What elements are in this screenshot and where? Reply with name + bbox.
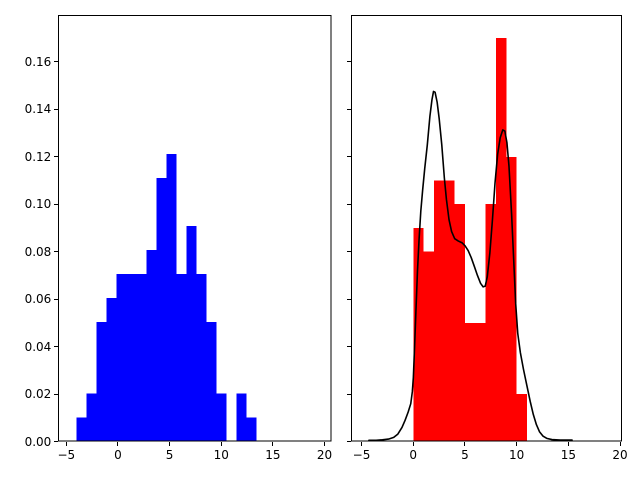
y-tick: [346, 251, 351, 253]
x-tick-label: 0: [114, 447, 122, 462]
x-tick-label: −5: [352, 447, 371, 462]
y-tick: [346, 203, 351, 205]
x-tick-label: 5: [165, 447, 174, 462]
y-tick: [54, 441, 59, 443]
hist-bar: [516, 394, 527, 442]
x-tick-label: 5: [461, 447, 469, 462]
y-tick-label: 0.02: [24, 387, 52, 402]
hist-bar: [475, 322, 486, 442]
x-tick-label: 20: [316, 447, 333, 462]
y-tick: [54, 346, 59, 348]
hist-bar: [116, 273, 127, 442]
y-tick-label: 0.10: [24, 197, 52, 212]
y-tick-label: 0.00: [24, 434, 52, 449]
hist-bar: [444, 180, 455, 442]
x-tick: [567, 441, 569, 446]
x-tick-label: 10: [508, 447, 525, 462]
x-tick: [516, 441, 518, 446]
hist-bar: [186, 225, 197, 442]
blue-histogram-axes: −5 0 5 10 15 20 0.00 0.02 0.04 0.06 0.08 0.10 0.12 0.…: [25, 15, 332, 461]
hist-bar: [454, 204, 465, 442]
hist-bar: [495, 38, 507, 442]
y-tick: [54, 108, 59, 110]
x-tick-label: 15: [265, 447, 281, 462]
y-tick: [346, 393, 351, 395]
axes-frame: [350, 15, 622, 442]
hist-bar: [506, 156, 517, 442]
hist-bar: [246, 417, 258, 442]
y-tick-label: 0.12: [24, 149, 52, 164]
x-tick: [220, 441, 222, 446]
hist-bar: [413, 227, 424, 442]
y-tick: [346, 156, 351, 158]
hist-bar: [464, 322, 476, 442]
y-tick: [54, 156, 59, 158]
y-tick-label: 0.06: [24, 292, 52, 307]
y-tick-label: 0.08: [24, 244, 52, 259]
x-tick-label: 20: [612, 447, 628, 462]
hist-bar: [236, 393, 248, 442]
x-tick: [361, 441, 363, 446]
x-tick: [117, 441, 119, 446]
y-tick: [346, 441, 351, 443]
y-tick: [54, 61, 59, 63]
hist-bar: [176, 273, 187, 442]
hist-bar: [146, 249, 157, 442]
hist-bar: [206, 321, 217, 442]
y-tick: [346, 61, 351, 63]
x-tick-label: 10: [213, 447, 229, 462]
hist-bar: [196, 273, 207, 442]
hist-bar: [106, 297, 117, 442]
y-tick: [54, 203, 59, 205]
x-tick-label: 15: [560, 447, 576, 462]
y-tick: [346, 298, 351, 300]
y-tick-label: 0.04: [24, 339, 52, 354]
hist-bar: [485, 204, 496, 442]
hist-bar: [423, 251, 434, 442]
hist-bar: [156, 177, 167, 442]
kde-curve: [367, 90, 573, 442]
hist-bar: [216, 393, 227, 442]
y-tick-label: 0.14: [24, 102, 52, 117]
hist-bar: [136, 273, 147, 442]
left-plot-svg: [58, 15, 332, 442]
y-tick: [54, 393, 59, 395]
x-tick-label: −5: [57, 447, 76, 462]
y-tick: [54, 251, 59, 253]
x-tick: [464, 441, 466, 446]
x-tick: [272, 441, 274, 446]
y-tick: [346, 346, 351, 348]
hist-bar: [86, 393, 97, 442]
y-tick: [54, 298, 59, 300]
x-tick: [412, 441, 414, 446]
hist-bar: [433, 180, 445, 442]
x-tick-label: 0: [409, 447, 418, 462]
x-tick: [169, 441, 171, 446]
right-plot-svg: [350, 15, 622, 442]
x-tick: [324, 441, 326, 446]
y-tick-label: 0.16: [24, 54, 52, 69]
red-histogram-kde-axes: −5 0 5 10 15 20: [346, 15, 628, 461]
hist-bar: [126, 273, 137, 442]
x-tick: [65, 441, 67, 446]
axes-frame: [58, 15, 332, 442]
y-tick: [346, 108, 351, 110]
hist-bar: [76, 417, 87, 442]
hist-bar: [166, 153, 177, 442]
hist-bar: [96, 321, 107, 442]
x-tick: [619, 441, 621, 446]
